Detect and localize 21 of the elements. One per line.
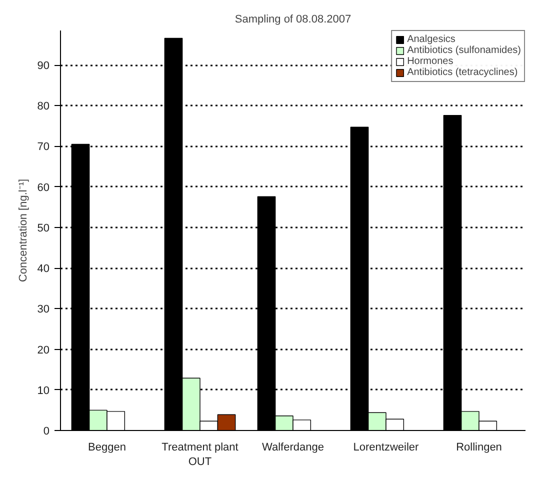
x-tick-label: Lorentzweiler [353, 442, 420, 454]
legend-label: Analgesics [407, 34, 456, 45]
y-tick-label: 70 [37, 141, 50, 154]
x-tick-label: Beggen [88, 442, 126, 454]
y-tick-label: 20 [37, 344, 50, 356]
y-tick-label: 60 [37, 182, 50, 194]
chart-title: Sampling of 08.08.2007 [234, 14, 352, 26]
legend-label: Antibiotics (sulfonamides) [407, 45, 521, 56]
y-tick-label: 50 [37, 222, 50, 234]
y-tick-label: 10 [37, 384, 50, 397]
x-tick-label: Treatment plant OUT [162, 442, 238, 468]
y-tick-label: 30 [37, 304, 50, 316]
y-tick-label: 90 [37, 60, 50, 72]
y-axis-title: Concentration [ng.l⁻¹] [17, 178, 30, 282]
y-tick-label: 40 [37, 263, 50, 276]
y-tick-label: 0 [43, 426, 50, 438]
y-tick-label: 80 [37, 100, 50, 113]
x-tick-label: Rollingen [456, 442, 502, 454]
legend-label: Hormones [407, 56, 454, 67]
x-tick-label: Walferdange [262, 442, 324, 454]
legend-label: Antibiotics (tetracyclines) [407, 67, 518, 78]
